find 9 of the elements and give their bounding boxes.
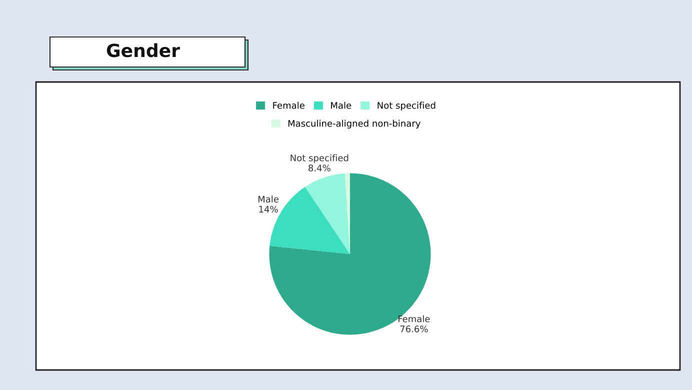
legend-label: Masculine-aligned non-binary	[288, 120, 420, 129]
legend-label: Female	[273, 102, 304, 109]
legend-label: Male	[331, 102, 352, 109]
legend-label: Not specified	[378, 102, 436, 111]
data-label: Female 76.6%	[398, 315, 430, 332]
data-label: Male 14%	[258, 196, 278, 213]
chart-title: Gender	[106, 43, 180, 58]
data-label: Not specified 8.4%	[290, 154, 348, 172]
pie-slice	[305, 173, 350, 254]
